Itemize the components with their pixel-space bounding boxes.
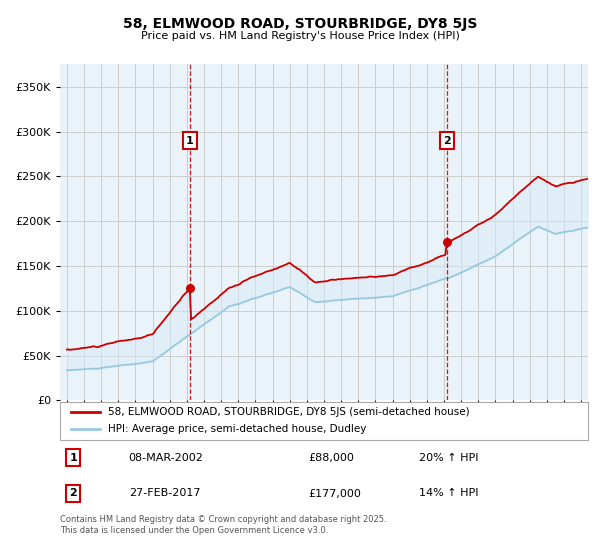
Text: Contains HM Land Registry data © Crown copyright and database right 2025.
This d: Contains HM Land Registry data © Crown c… [60, 515, 386, 535]
Text: 08-MAR-2002: 08-MAR-2002 [128, 453, 203, 463]
Text: £177,000: £177,000 [308, 488, 361, 498]
Text: 58, ELMWOOD ROAD, STOURBRIDGE, DY8 5JS: 58, ELMWOOD ROAD, STOURBRIDGE, DY8 5JS [123, 17, 477, 31]
Text: 14% ↑ HPI: 14% ↑ HPI [419, 488, 479, 498]
Text: 58, ELMWOOD ROAD, STOURBRIDGE, DY8 5JS (semi-detached house): 58, ELMWOOD ROAD, STOURBRIDGE, DY8 5JS (… [107, 407, 469, 417]
Point [185, 284, 194, 293]
Point [442, 237, 452, 246]
Text: 27-FEB-2017: 27-FEB-2017 [128, 488, 200, 498]
Text: 1: 1 [186, 136, 194, 146]
Text: HPI: Average price, semi-detached house, Dudley: HPI: Average price, semi-detached house,… [107, 424, 366, 435]
Text: 2: 2 [70, 488, 77, 498]
Text: 1: 1 [70, 453, 77, 463]
Text: Price paid vs. HM Land Registry's House Price Index (HPI): Price paid vs. HM Land Registry's House … [140, 31, 460, 41]
Text: 2: 2 [443, 136, 451, 146]
Text: £88,000: £88,000 [308, 453, 354, 463]
Text: 20% ↑ HPI: 20% ↑ HPI [419, 453, 479, 463]
